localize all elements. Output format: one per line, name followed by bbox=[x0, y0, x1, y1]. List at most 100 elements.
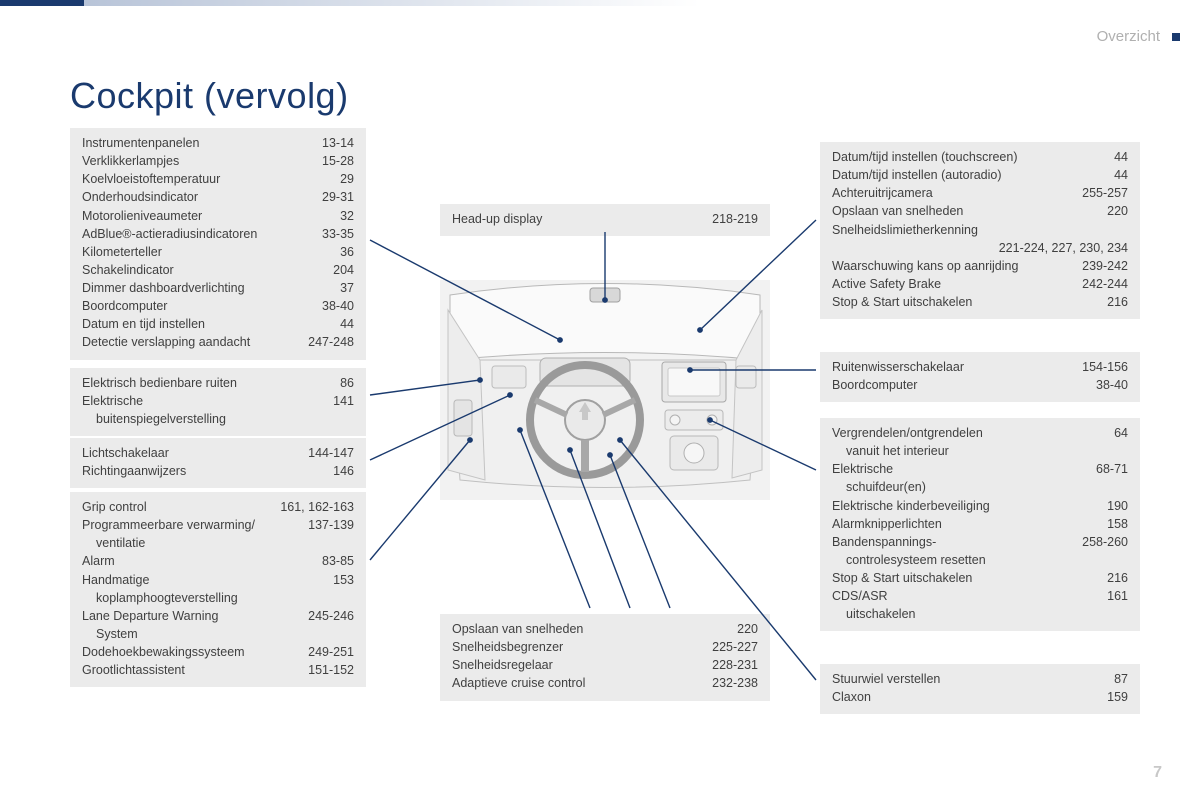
index-row: Koelvloeistoftemperatuur29 bbox=[82, 170, 354, 188]
index-row: Datum/tijd instellen (autoradio)44 bbox=[832, 166, 1128, 184]
index-label: Verklikkerlampjes bbox=[82, 152, 300, 170]
index-row: Grootlichtassistent151-152 bbox=[82, 661, 354, 679]
index-label: Waarschuwing kans op aanrijding bbox=[832, 257, 1074, 275]
index-label: Elektrische kinderbeveiliging bbox=[832, 497, 1074, 515]
index-row: Handmatigekoplamphoogteverstelling153 bbox=[82, 571, 354, 607]
index-row: Dimmer dashboardverlichting37 bbox=[82, 279, 354, 297]
index-row: 221-224, 227, 230, 234 bbox=[832, 239, 1128, 257]
index-row: Achteruitrijcamera255-257 bbox=[832, 184, 1128, 202]
index-row: Opslaan van snelheden220 bbox=[832, 202, 1128, 220]
index-box-speed: Opslaan van snelheden220Snelheidsbegrenz… bbox=[440, 614, 770, 701]
index-pages: 249-251 bbox=[300, 643, 354, 661]
index-label: Elektrischeschuifdeur(en) bbox=[832, 460, 1074, 496]
index-row: Onderhoudsindicator29-31 bbox=[82, 188, 354, 206]
index-pages: 204 bbox=[300, 261, 354, 279]
index-label: Programmeerbare verwarming/ventilatie bbox=[82, 516, 300, 552]
index-row: Elektrischebuitenspiegelverstelling141 bbox=[82, 392, 354, 428]
index-pages: 87 bbox=[1074, 670, 1128, 688]
index-label: Head-up display bbox=[452, 210, 704, 228]
index-row: Programmeerbare verwarming/ventilatie137… bbox=[82, 516, 354, 552]
index-pages: 83-85 bbox=[300, 552, 354, 570]
index-label: Instrumentenpanelen bbox=[82, 134, 300, 152]
index-row: Elektrisch bedienbare ruiten86 bbox=[82, 374, 354, 392]
index-label: Adaptieve cruise control bbox=[452, 674, 704, 692]
index-pages: 221-224, 227, 230, 234 bbox=[999, 239, 1128, 257]
index-label: Lichtschakelaar bbox=[82, 444, 300, 462]
index-pages: 29-31 bbox=[300, 188, 354, 206]
index-label: Elektrischebuitenspiegelverstelling bbox=[82, 392, 300, 428]
index-box-driving-aids: Grip control161, 162-163Programmeerbare … bbox=[70, 492, 366, 687]
header-accent-bar bbox=[0, 0, 700, 6]
index-pages: 144-147 bbox=[300, 444, 354, 462]
index-row: AdBlue®-actieradiusindicatoren33-35 bbox=[82, 225, 354, 243]
index-row: Stuurwiel verstellen87 bbox=[832, 670, 1128, 688]
index-label: Lane Departure WarningSystem bbox=[82, 607, 300, 643]
index-label: Vergrendelen/ontgrendelenvanuit het inte… bbox=[832, 424, 1074, 460]
index-pages: 225-227 bbox=[704, 638, 758, 656]
index-row: Waarschuwing kans op aanrijding239-242 bbox=[832, 257, 1128, 275]
index-pages: 218-219 bbox=[704, 210, 758, 228]
index-label: Onderhoudsindicator bbox=[82, 188, 300, 206]
index-row: Snelheidsregelaar228-231 bbox=[452, 656, 758, 674]
index-row: Snelheidsbegrenzer225-227 bbox=[452, 638, 758, 656]
index-row: Motorolieniveaumeter32 bbox=[82, 207, 354, 225]
index-row: Schakelindicator204 bbox=[82, 261, 354, 279]
index-label: Dimmer dashboardverlichting bbox=[82, 279, 300, 297]
index-pages: 64 bbox=[1074, 424, 1128, 442]
index-box-locks: Vergrendelen/ontgrendelenvanuit het inte… bbox=[820, 418, 1140, 631]
index-box-settings: Datum/tijd instellen (touchscreen)44Datu… bbox=[820, 142, 1140, 319]
index-pages: 232-238 bbox=[704, 674, 758, 692]
index-label: Active Safety Brake bbox=[832, 275, 1074, 293]
index-pages: 32 bbox=[300, 207, 354, 225]
index-label: Stop & Start uitschakelen bbox=[832, 569, 1074, 587]
index-label: Boordcomputer bbox=[832, 376, 1074, 394]
index-label: Ruitenwisserschakelaar bbox=[832, 358, 1074, 376]
index-row: Boordcomputer38-40 bbox=[82, 297, 354, 315]
index-label: Claxon bbox=[832, 688, 1074, 706]
index-row: Adaptieve cruise control232-238 bbox=[452, 674, 758, 692]
index-row: Boordcomputer38-40 bbox=[832, 376, 1128, 394]
index-label: Grootlichtassistent bbox=[82, 661, 300, 679]
index-pages: 216 bbox=[1074, 569, 1128, 587]
index-row: Snelheidslimietherkenning bbox=[832, 221, 1128, 239]
index-label: Dodehoekbewakingssysteem bbox=[82, 643, 300, 661]
index-pages: 245-246 bbox=[300, 607, 354, 625]
index-label: Snelheidslimietherkenning bbox=[832, 221, 1074, 239]
index-label: Stop & Start uitschakelen bbox=[832, 293, 1074, 311]
index-label: Datum/tijd instellen (autoradio) bbox=[832, 166, 1074, 184]
index-pages: 68-71 bbox=[1074, 460, 1128, 478]
index-pages: 141 bbox=[300, 392, 354, 410]
index-row: Datum/tijd instellen (touchscreen)44 bbox=[832, 148, 1128, 166]
index-label: Stuurwiel verstellen bbox=[832, 670, 1074, 688]
index-pages: 33-35 bbox=[300, 225, 354, 243]
page-number: 7 bbox=[1153, 764, 1162, 782]
page-title: Cockpit (vervolg) bbox=[70, 75, 349, 117]
index-row: Kilometerteller36 bbox=[82, 243, 354, 261]
header-square-icon bbox=[1172, 33, 1180, 41]
index-row: Grip control161, 162-163 bbox=[82, 498, 354, 516]
index-box-windows: Elektrisch bedienbare ruiten86Elektrisch… bbox=[70, 368, 366, 436]
index-pages: 220 bbox=[1074, 202, 1128, 220]
index-label: Bandenspannings-controlesysteem resetten bbox=[832, 533, 1074, 569]
index-pages: 220 bbox=[704, 620, 758, 638]
index-pages: 36 bbox=[300, 243, 354, 261]
index-label: Snelheidsbegrenzer bbox=[452, 638, 704, 656]
index-label: Schakelindicator bbox=[82, 261, 300, 279]
index-row: Richtingaanwijzers146 bbox=[82, 462, 354, 480]
index-box-wipers: Ruitenwisserschakelaar154-156Boordcomput… bbox=[820, 352, 1140, 402]
index-label: Opslaan van snelheden bbox=[452, 620, 704, 638]
index-label: Handmatigekoplamphoogteverstelling bbox=[82, 571, 300, 607]
index-pages: 86 bbox=[300, 374, 354, 392]
index-row: Stop & Start uitschakelen216 bbox=[832, 569, 1128, 587]
index-pages: 161 bbox=[1074, 587, 1128, 605]
index-pages: 153 bbox=[300, 571, 354, 589]
index-row: Vergrendelen/ontgrendelenvanuit het inte… bbox=[832, 424, 1128, 460]
index-row: Alarm83-85 bbox=[82, 552, 354, 570]
index-label: AdBlue®-actieradiusindicatoren bbox=[82, 225, 300, 243]
index-pages: 44 bbox=[1074, 148, 1128, 166]
index-pages: 29 bbox=[300, 170, 354, 188]
index-row: Active Safety Brake242-244 bbox=[832, 275, 1128, 293]
index-box-steering: Stuurwiel verstellen87Claxon159 bbox=[820, 664, 1140, 714]
section-label: Overzicht bbox=[1097, 28, 1160, 45]
index-label: Alarm bbox=[82, 552, 300, 570]
